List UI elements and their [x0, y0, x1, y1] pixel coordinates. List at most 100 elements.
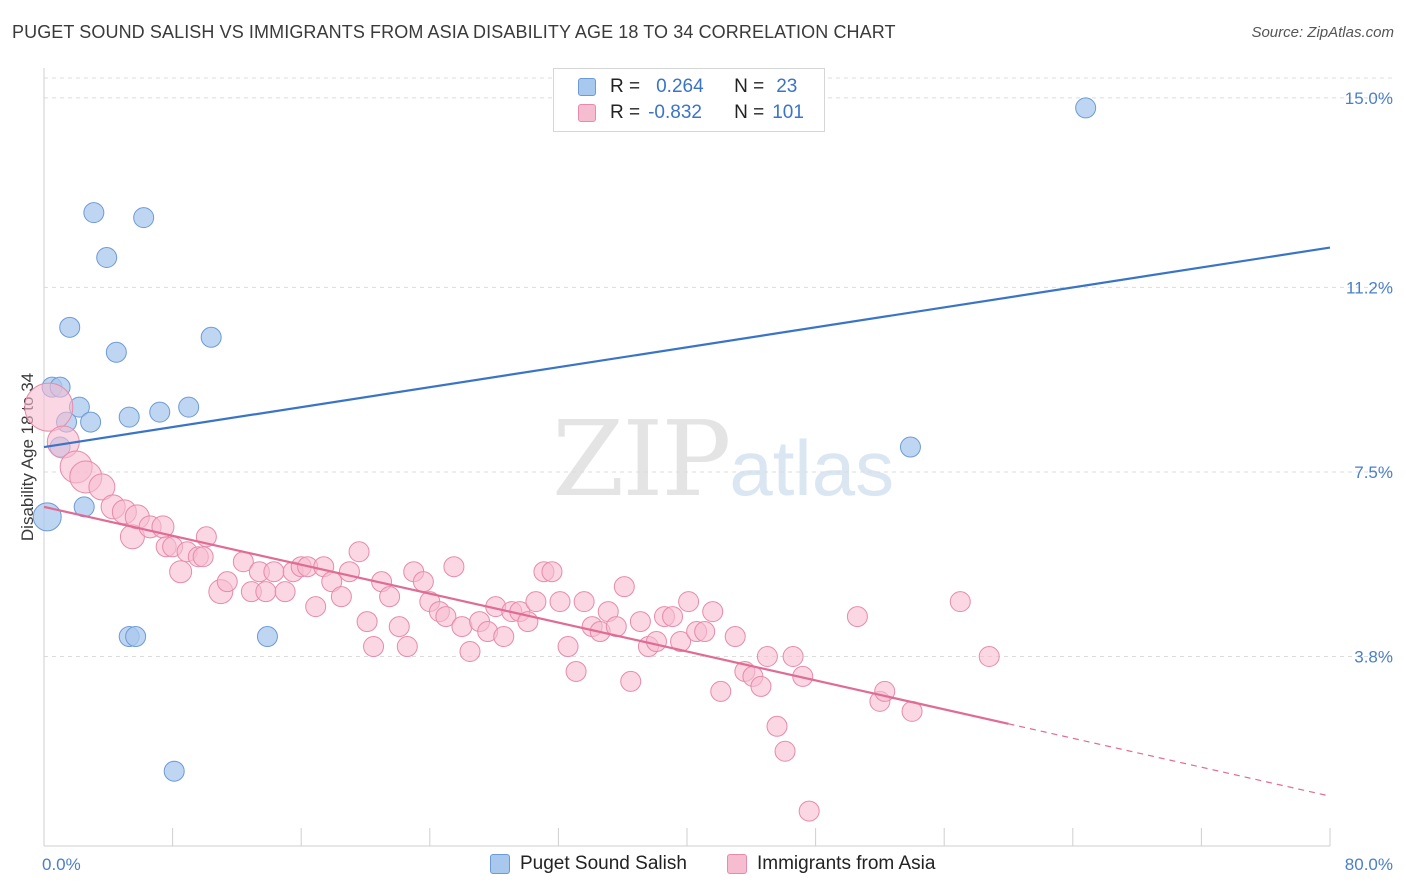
point-immigrants-from-asia	[435, 606, 457, 628]
point-puget-sound-salish	[200, 326, 222, 348]
point-immigrants-from-asia	[459, 641, 481, 662]
point-immigrants-from-asia	[557, 636, 579, 658]
point-immigrants-from-asia	[396, 636, 418, 658]
trend-line-puget-sound-salish	[43, 246, 1331, 449]
point-immigrants-from-asia	[798, 800, 820, 822]
y-tick-label: 7.5%	[1354, 463, 1393, 482]
point-immigrants-from-asia	[573, 591, 595, 613]
point-immigrants-from-asia	[412, 571, 434, 593]
point-puget-sound-salish	[133, 207, 155, 229]
point-immigrants-from-asia	[348, 541, 370, 563]
point-immigrants-from-asia	[88, 473, 116, 501]
y-tick-label: 3.8%	[1354, 647, 1393, 666]
legend-r-value: 0.264	[656, 76, 704, 97]
x-axis-ticks	[43, 828, 1331, 846]
point-immigrants-from-asia	[756, 645, 778, 667]
legend-n-value: 101	[772, 102, 804, 123]
point-immigrants-from-asia	[192, 546, 214, 568]
point-immigrants-from-asia	[338, 561, 360, 583]
point-immigrants-from-asia	[724, 626, 746, 648]
point-immigrants-from-asia	[565, 660, 587, 682]
x-tick-label-max: 80.0%	[1345, 855, 1393, 874]
legend-swatch-pink	[578, 104, 596, 122]
point-immigrants-from-asia	[24, 382, 74, 432]
legend-n-value: 23	[776, 76, 798, 97]
point-immigrants-from-asia	[451, 616, 473, 638]
point-immigrants-from-asia	[330, 586, 352, 608]
trend-line-immigrants-from-asia	[43, 505, 1009, 725]
bottom-legend-label: Puget Sound Salish	[520, 853, 687, 874]
point-immigrants-from-asia	[670, 631, 692, 653]
point-immigrants-from-asia	[443, 556, 465, 578]
trend-lines	[43, 246, 1331, 797]
bottom-legend-swatch-blue	[490, 854, 510, 874]
watermark-zip: ZIP	[552, 398, 731, 520]
point-immigrants-from-asia	[949, 591, 971, 613]
point-immigrants-from-asia	[493, 626, 515, 648]
chart-title: PUGET SOUND SALISH VS IMMIGRANTS FROM AS…	[12, 22, 896, 42]
point-immigrants-from-asia	[710, 680, 732, 702]
point-immigrants-from-asia	[645, 631, 667, 653]
point-puget-sound-salish	[83, 202, 105, 224]
legend-n-label: N =	[734, 102, 765, 123]
legend-row-immigrants-from-asia: R = -0.832 N = 101	[578, 101, 804, 125]
point-puget-sound-salish	[118, 406, 140, 428]
point-immigrants-from-asia	[620, 670, 642, 692]
point-puget-sound-salish	[899, 436, 921, 458]
legend-r-label: R =	[610, 102, 641, 123]
point-immigrants-from-asia	[274, 581, 296, 603]
y-tick-label: 11.2%	[1346, 278, 1393, 297]
data-points	[24, 97, 1097, 822]
point-immigrants-from-asia	[363, 636, 385, 658]
legend-r-label: R =	[610, 76, 641, 97]
point-immigrants-from-asia	[541, 561, 563, 583]
y-axis-ticks: 3.8% 7.5% 11.2% 15.0%	[1345, 89, 1393, 667]
point-immigrants-from-asia	[750, 675, 772, 697]
legend-swatch-blue	[578, 78, 596, 96]
point-immigrants-from-asia	[978, 645, 1000, 667]
point-immigrants-from-asia	[263, 561, 285, 583]
legend-n-label: N =	[734, 76, 765, 97]
point-puget-sound-salish	[59, 316, 81, 338]
point-immigrants-from-asia	[356, 611, 378, 633]
point-immigrants-from-asia	[662, 606, 684, 628]
watermark: ZIPatlas	[552, 398, 894, 520]
point-immigrants-from-asia	[629, 611, 651, 633]
legend-r-value: -0.832	[648, 102, 702, 123]
point-immigrants-from-asia	[678, 591, 700, 613]
point-puget-sound-salish	[256, 626, 278, 648]
point-puget-sound-salish	[96, 247, 118, 269]
point-immigrants-from-asia	[388, 616, 410, 638]
point-immigrants-from-asia	[702, 601, 724, 623]
source-credit: Source: ZipAtlas.com	[1251, 24, 1394, 41]
point-immigrants-from-asia	[169, 560, 193, 584]
bottom-legend-label: Immigrants from Asia	[757, 853, 936, 874]
y-tick-label: 15.0%	[1345, 89, 1393, 108]
point-immigrants-from-asia	[774, 740, 796, 762]
point-immigrants-from-asia	[782, 645, 804, 667]
point-puget-sound-salish	[163, 760, 185, 782]
point-puget-sound-salish	[80, 411, 102, 433]
point-immigrants-from-asia	[255, 581, 277, 603]
correlation-legend: R = 0.264 N = 23 R = -0.832 N = 101	[553, 68, 825, 132]
point-immigrants-from-asia	[549, 591, 571, 613]
point-puget-sound-salish	[1075, 97, 1097, 119]
bottom-legend-immigrants-from-asia: Immigrants from Asia	[727, 852, 935, 876]
point-immigrants-from-asia	[525, 591, 547, 613]
point-immigrants-from-asia	[766, 715, 788, 737]
legend-row-puget-sound-salish: R = 0.264 N = 23	[578, 75, 797, 99]
point-puget-sound-salish	[105, 341, 127, 363]
point-immigrants-from-asia	[216, 571, 238, 593]
bottom-legend-swatch-pink	[727, 854, 747, 874]
x-tick-label-min: 0.0%	[42, 855, 81, 874]
point-immigrants-from-asia	[846, 606, 868, 628]
watermark-atlas: atlas	[729, 424, 895, 512]
point-immigrants-from-asia	[379, 586, 401, 608]
point-puget-sound-salish	[125, 626, 147, 648]
point-immigrants-from-asia	[613, 576, 635, 598]
point-puget-sound-salish	[149, 401, 171, 423]
point-immigrants-from-asia	[305, 596, 327, 618]
trend-line-extrapolated	[1008, 723, 1331, 797]
axes	[43, 68, 1330, 847]
